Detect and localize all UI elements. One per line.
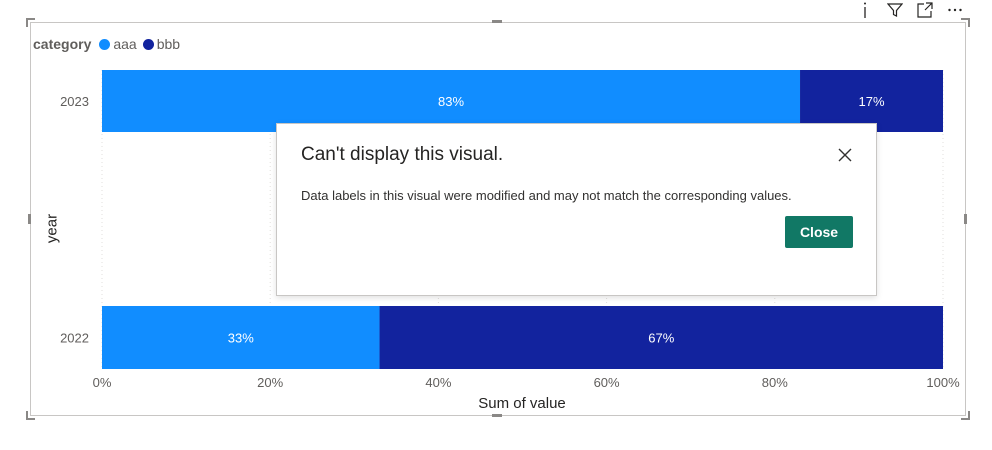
filter-icon[interactable]: [886, 1, 904, 19]
resize-corner-bottom-right[interactable]: [961, 411, 970, 420]
x-tick-label: 20%: [257, 375, 283, 390]
y-axis-title: year: [43, 213, 61, 244]
resize-handle-right[interactable]: [964, 214, 967, 224]
bar-bbb-2023: [800, 70, 943, 132]
more-options-icon[interactable]: [946, 1, 964, 19]
error-dialog: Can't display this visual. Data labels i…: [276, 123, 877, 296]
resize-corner-top-left[interactable]: [26, 18, 35, 27]
resize-corner-bottom-left[interactable]: [26, 411, 35, 420]
x-tick-label: 80%: [762, 375, 788, 390]
data-label: 67%: [648, 331, 674, 346]
data-label: 17%: [858, 94, 884, 109]
x-tick-label: 100%: [926, 375, 960, 390]
x-tick-label: 0%: [93, 375, 112, 390]
visual-header: [856, 0, 964, 20]
x-tick-label: 40%: [425, 375, 451, 390]
resize-handle-bottom[interactable]: [492, 414, 502, 417]
bar-bbb-2022: [379, 306, 943, 369]
info-icon[interactable]: [856, 1, 874, 19]
legend-title: category: [33, 36, 92, 52]
legend-item-aaa[interactable]: aaa: [99, 36, 137, 52]
resize-handle-top[interactable]: [492, 20, 502, 23]
x-tick-label: 60%: [594, 375, 620, 390]
legend-label-aaa: aaa: [113, 36, 137, 52]
legend-dot-bbb: [142, 38, 154, 50]
data-label: 83%: [438, 94, 464, 109]
dialog-title: Can't display this visual.: [301, 144, 504, 165]
y-tick-label: 2022: [60, 331, 89, 346]
legend-item-bbb[interactable]: bbb: [142, 36, 181, 52]
data-label: 33%: [228, 331, 254, 346]
x-axis-title: Sum of value: [478, 395, 566, 412]
close-button[interactable]: Close: [785, 216, 853, 248]
legend-label-bbb: bbb: [156, 36, 181, 52]
legend-dot-aaa: [99, 38, 111, 50]
dialog-message: Data labels in this visual were modified…: [301, 188, 792, 203]
bar-aaa-2022: [102, 306, 380, 369]
y-tick-label: 2023: [60, 94, 89, 109]
legend: category aaa bbb: [33, 36, 186, 52]
bar-aaa-2023: [102, 70, 801, 132]
focus-mode-icon[interactable]: [916, 1, 934, 19]
resize-handle-left[interactable]: [28, 214, 31, 224]
close-icon[interactable]: [836, 146, 854, 164]
resize-corner-top-right[interactable]: [961, 18, 970, 27]
